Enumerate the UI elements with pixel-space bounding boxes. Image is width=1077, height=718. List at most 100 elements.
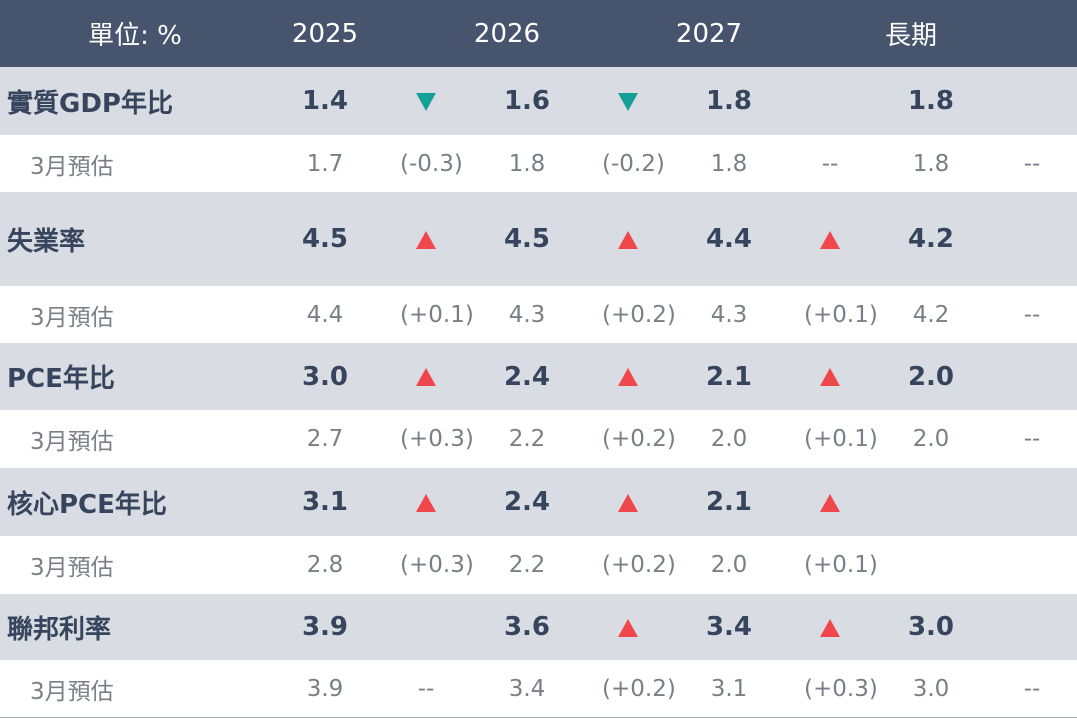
value-2026: 2.2 xyxy=(508,552,546,578)
column-header-long-run: 長期 xyxy=(884,21,937,51)
value-2025: 2.7 xyxy=(306,426,344,452)
column-header-2025: 2025 xyxy=(291,18,359,49)
change-indicator xyxy=(602,86,654,116)
value-2025: 2.8 xyxy=(306,552,344,578)
change-indicator xyxy=(400,86,452,116)
value-2027: 1.8 xyxy=(705,86,753,116)
change-indicator xyxy=(602,362,654,392)
up-arrow-icon xyxy=(618,230,638,249)
table-row-unemployment-march: 3月預估 4.4 (+0.1) 4.3 (+0.2) 4.3 (+0.1) 4.… xyxy=(0,286,1077,343)
diff-2027: (+0.1) xyxy=(804,426,878,452)
value-2027: 2.0 xyxy=(710,552,748,578)
table-row-core-pce: 核心PCE年比 3.1 2.4 2.1 xyxy=(0,468,1077,536)
diff-2026: (+0.2) xyxy=(602,426,676,452)
diff-2025: (+0.3) xyxy=(400,426,474,452)
change-indicator xyxy=(602,224,654,254)
column-header-2027: 2027 xyxy=(675,18,743,49)
value-2027: 2.1 xyxy=(705,487,753,517)
diff-2026: (+0.2) xyxy=(602,301,676,328)
up-arrow-icon xyxy=(416,493,436,512)
row-label: 3月預估 xyxy=(30,555,114,581)
diff-long-run: -- xyxy=(1023,150,1041,177)
diff-2025: -- xyxy=(417,675,435,702)
value-long-run: 2.0 xyxy=(907,361,955,392)
value-long-run: 3.0 xyxy=(912,675,950,702)
row-label: 3月預估 xyxy=(30,429,114,455)
table-row-gdp: 實質GDP年比 1.4 1.6 1.8 1.8 xyxy=(0,67,1077,135)
up-arrow-icon xyxy=(618,618,638,637)
diff-2025: (+0.1) xyxy=(400,301,474,328)
value-2026: 2.2 xyxy=(508,426,546,452)
value-2025: 4.5 xyxy=(301,224,349,254)
value-long-run: 1.8 xyxy=(907,86,955,116)
table-row-gdp-march: 3月預估 1.7 (-0.3) 1.8 (-0.2) 1.8 -- 1.8 -- xyxy=(0,135,1077,192)
change-indicator xyxy=(602,612,654,642)
up-arrow-icon xyxy=(618,493,638,512)
value-2026: 4.5 xyxy=(503,224,551,254)
value-2025: 3.1 xyxy=(301,487,349,517)
value-2027: 1.8 xyxy=(710,150,748,177)
up-arrow-icon xyxy=(416,368,436,386)
diff-2027: (+0.3) xyxy=(804,675,878,702)
value-2027: 3.1 xyxy=(710,675,748,702)
value-2026: 1.6 xyxy=(503,86,551,116)
diff-2026: (+0.2) xyxy=(602,552,676,578)
value-2027: 3.4 xyxy=(705,612,753,642)
diff-2027: -- xyxy=(821,150,839,177)
value-2025: 3.9 xyxy=(306,675,344,702)
up-arrow-icon xyxy=(820,230,840,249)
change-indicator xyxy=(400,362,452,392)
up-arrow-icon xyxy=(618,368,638,386)
value-2025: 3.0 xyxy=(301,361,349,392)
change-indicator xyxy=(804,224,856,254)
table-row-core-pce-march: 3月預估 2.8 (+0.3) 2.2 (+0.2) 2.0 (+0.1) xyxy=(0,536,1077,594)
down-arrow-icon xyxy=(416,92,436,111)
table-header: 單位: % 2025 2026 2027 長期 xyxy=(0,0,1077,67)
value-2026: 2.4 xyxy=(503,487,551,517)
diff-2025: (+0.3) xyxy=(400,552,474,578)
value-2026: 2.4 xyxy=(503,361,551,392)
change-indicator xyxy=(602,487,654,517)
column-header-2026: 2026 xyxy=(473,18,541,49)
change-indicator xyxy=(804,487,856,517)
row-label: 3月預估 xyxy=(30,153,114,180)
diff-long-run: -- xyxy=(1023,675,1041,702)
table-row-unemployment: 失業率 4.5 4.5 4.4 4.2 xyxy=(0,192,1077,286)
row-label: 核心PCE年比 xyxy=(7,489,167,520)
row-label: PCE年比 xyxy=(7,364,115,394)
value-long-run: 2.0 xyxy=(912,426,950,452)
unit-label: 單位: % xyxy=(88,21,182,51)
value-2025: 3.9 xyxy=(301,612,349,642)
value-long-run: 3.0 xyxy=(907,612,955,642)
value-2025: 1.4 xyxy=(301,86,349,116)
table-row-fed-funds-march: 3月預估 3.9 -- 3.4 (+0.2) 3.1 (+0.3) 3.0 -- xyxy=(0,660,1077,718)
diff-long-run: -- xyxy=(1023,426,1041,452)
up-arrow-icon xyxy=(820,618,840,637)
row-label: 聯邦利率 xyxy=(7,614,112,645)
change-indicator xyxy=(804,612,856,642)
change-indicator xyxy=(400,224,452,254)
value-long-run: 1.8 xyxy=(912,150,950,177)
row-label: 3月預估 xyxy=(30,678,114,705)
table-row-pce: PCE年比 3.0 2.4 2.1 2.0 xyxy=(0,343,1077,410)
diff-2025: (-0.3) xyxy=(400,150,463,177)
table-row-pce-march: 3月預估 2.7 (+0.3) 2.2 (+0.2) 2.0 (+0.1) 2.… xyxy=(0,410,1077,468)
up-arrow-icon xyxy=(820,368,840,386)
row-label: 實質GDP年比 xyxy=(7,88,173,119)
diff-2027: (+0.1) xyxy=(804,552,878,578)
value-2025: 1.7 xyxy=(306,150,344,177)
diff-2026: (-0.2) xyxy=(602,150,665,177)
value-long-run: 4.2 xyxy=(907,224,955,254)
value-2026: 4.3 xyxy=(508,301,546,328)
value-2026: 1.8 xyxy=(508,150,546,177)
value-2027: 2.1 xyxy=(705,361,753,392)
value-long-run: 4.2 xyxy=(912,301,950,328)
diff-2026: (+0.2) xyxy=(602,675,676,702)
table-row-fed-funds: 聯邦利率 3.9 3.6 3.4 3.0 xyxy=(0,594,1077,660)
value-2026: 3.4 xyxy=(508,675,546,702)
up-arrow-icon xyxy=(416,230,436,249)
row-label: 3月預估 xyxy=(30,304,114,331)
up-arrow-icon xyxy=(820,493,840,512)
row-label: 失業率 xyxy=(7,226,86,257)
value-2027: 4.3 xyxy=(710,301,748,328)
